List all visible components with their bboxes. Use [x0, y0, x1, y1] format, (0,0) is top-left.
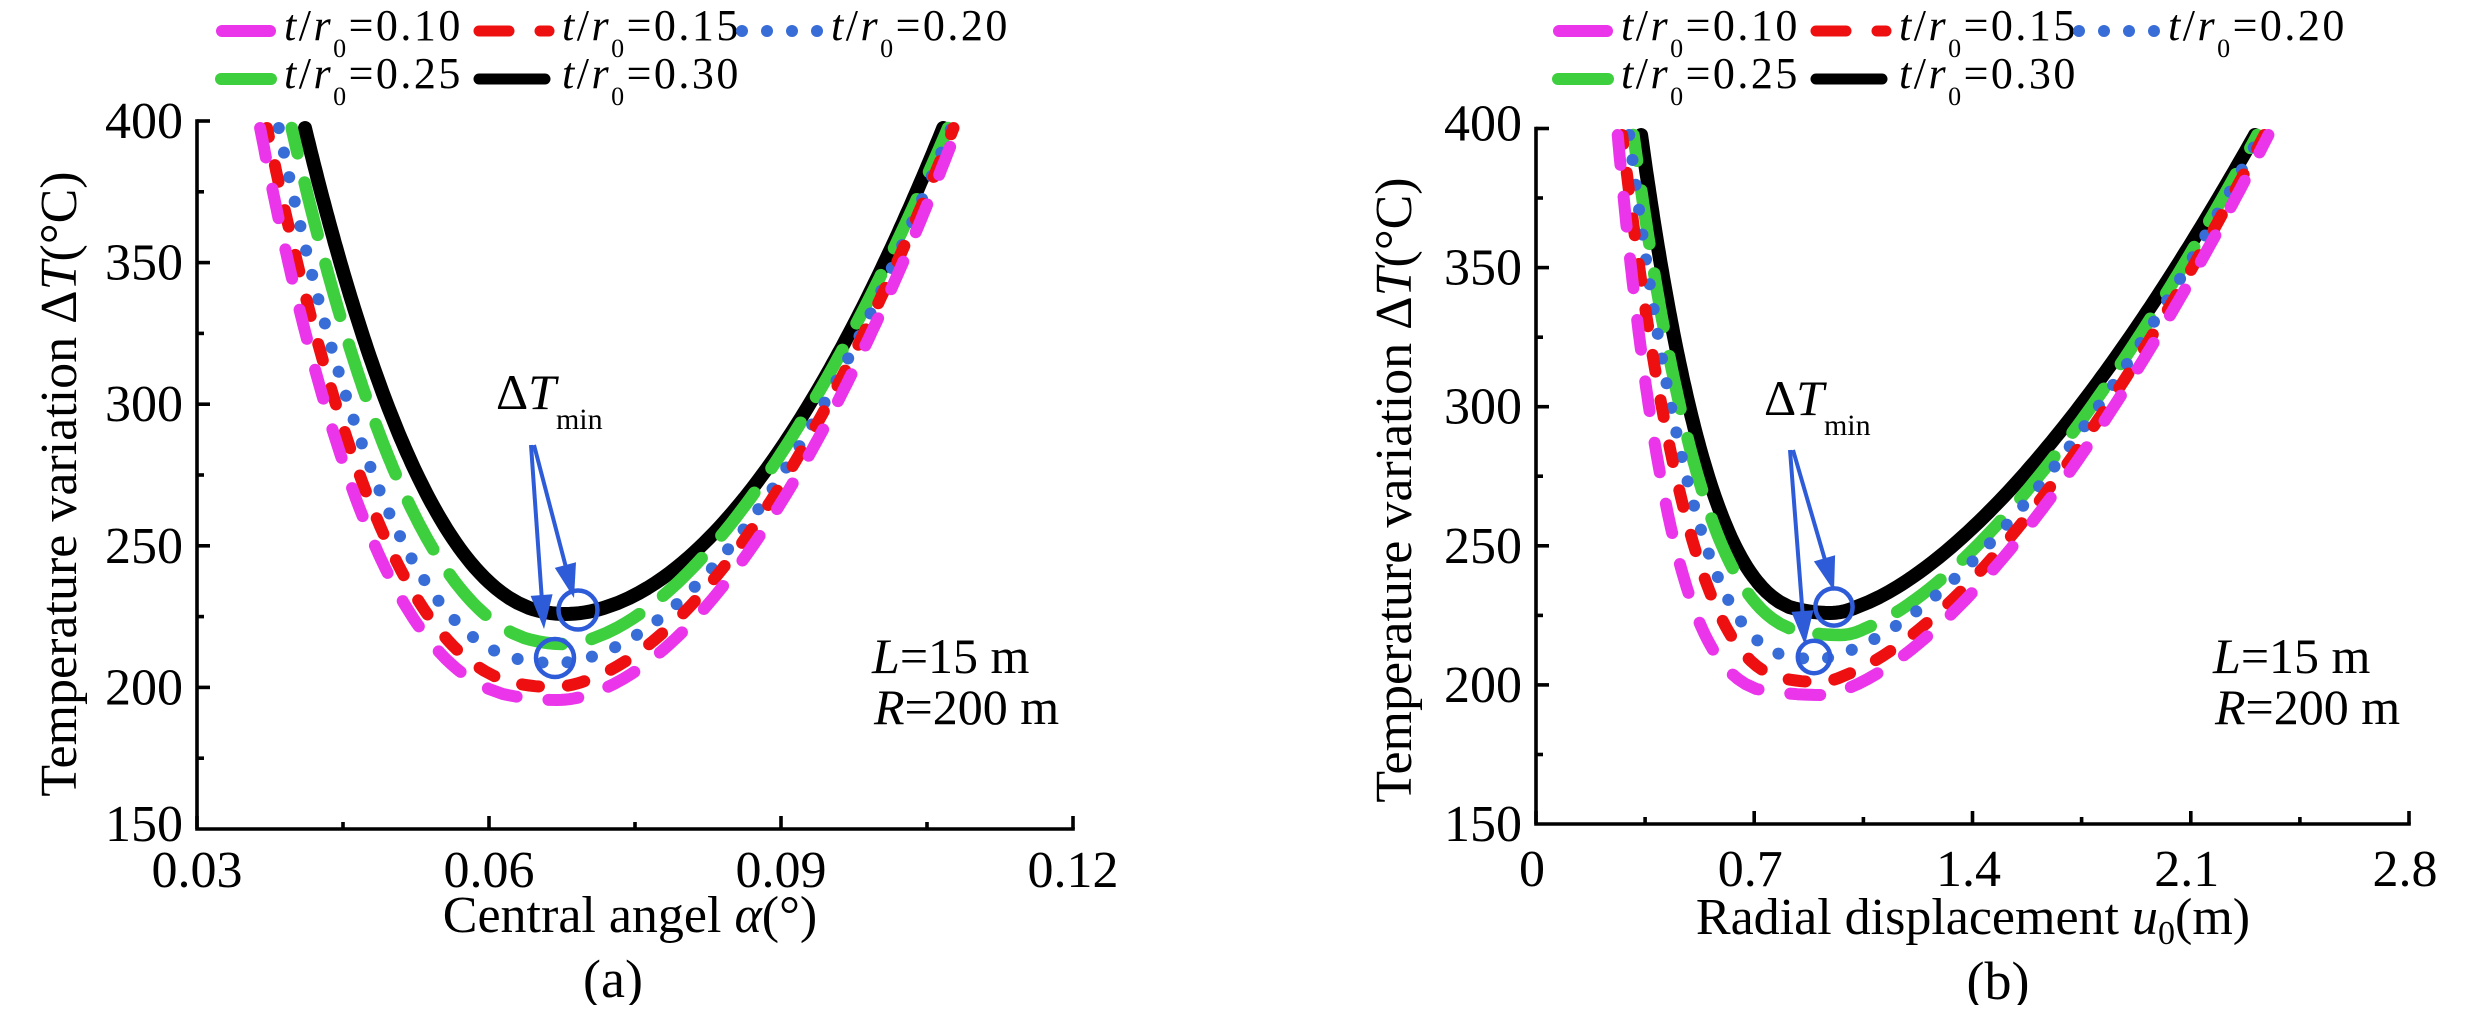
- svg-text:150: 150: [105, 796, 183, 853]
- svg-text:L=15 m: L=15 m: [2212, 628, 2371, 684]
- svg-text:0.03: 0.03: [152, 842, 243, 899]
- svg-text:Central angel α(°): Central angel α(°): [443, 887, 817, 944]
- svg-text:350: 350: [1444, 240, 1522, 297]
- svg-text:400: 400: [1444, 96, 1522, 153]
- svg-text:R=200 m: R=200 m: [873, 679, 1059, 735]
- svg-text:L=15 m: L=15 m: [871, 628, 1030, 684]
- svg-text:Temperature variation ΔT(°C): Temperature variation ΔT(°C): [1366, 177, 1423, 802]
- svg-text:250: 250: [105, 518, 183, 575]
- svg-text:Temperature variation ΔT(°C): Temperature variation ΔT(°C): [31, 171, 88, 796]
- svg-text:400: 400: [105, 93, 183, 150]
- svg-text:250: 250: [1444, 518, 1522, 575]
- svg-text:1.4: 1.4: [1936, 841, 2001, 898]
- svg-text:300: 300: [105, 376, 183, 433]
- svg-text:R=200 m: R=200 m: [2214, 679, 2400, 735]
- svg-text:2.1: 2.1: [2154, 841, 2219, 898]
- svg-text:200: 200: [1444, 657, 1522, 714]
- svg-text:0.7: 0.7: [1718, 841, 1783, 898]
- svg-text:t/r0=0.15: t/r0=0.15: [1899, 1, 2078, 63]
- svg-text:300: 300: [1444, 379, 1522, 436]
- svg-text:200: 200: [105, 659, 183, 716]
- svg-text:(a): (a): [583, 949, 643, 1005]
- svg-text:350: 350: [105, 235, 183, 292]
- svg-text:0.12: 0.12: [1028, 842, 1119, 899]
- svg-text:2.8: 2.8: [2373, 841, 2438, 898]
- svg-text:(b): (b): [1967, 951, 2030, 1005]
- svg-text:Radial displacement u0(m): Radial displacement u0(m): [1696, 889, 2250, 952]
- svg-text:0: 0: [1519, 841, 1545, 898]
- svg-text:150: 150: [1444, 796, 1522, 853]
- svg-text:0.09: 0.09: [736, 842, 827, 899]
- svg-text:0.06: 0.06: [444, 842, 535, 899]
